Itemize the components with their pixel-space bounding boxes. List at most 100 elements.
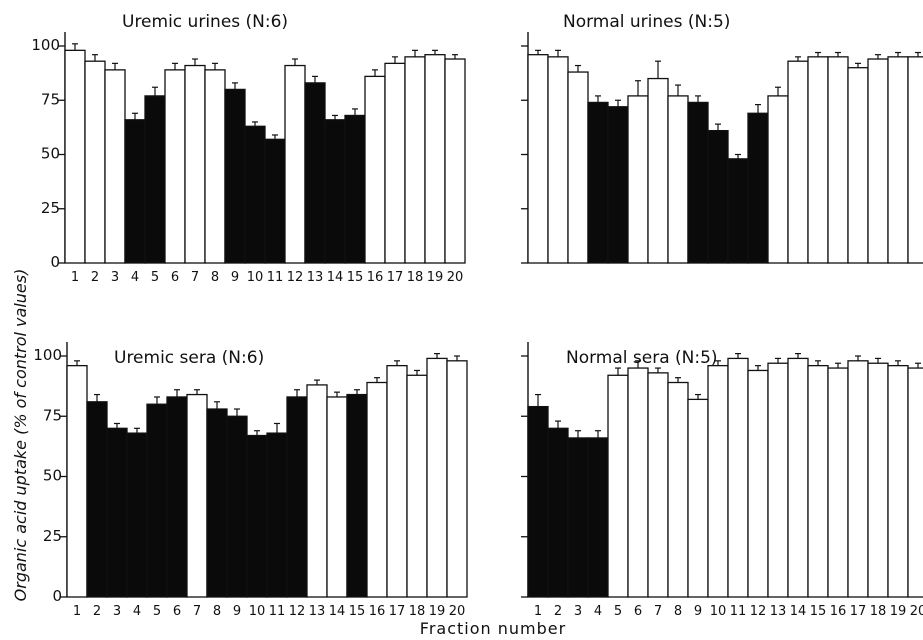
x-tick-label: 7 <box>654 604 662 619</box>
x-tick-label: 15 <box>347 270 364 285</box>
x-tick-label: 18 <box>409 604 426 619</box>
x-tick-label: 17 <box>387 270 404 285</box>
panel-title: Normal sera (N:5) <box>566 348 718 368</box>
bar-1 <box>66 364 88 598</box>
y-tick-label: 75 <box>43 406 62 424</box>
bar-6 <box>627 95 649 264</box>
x-tick-label: 19 <box>427 270 444 285</box>
x-tick-label: 5 <box>151 270 159 285</box>
bar-4 <box>587 101 609 264</box>
bar-9 <box>687 101 709 264</box>
x-tick-label: 8 <box>674 604 682 619</box>
y-tick-label: 75 <box>41 90 60 108</box>
bar-8 <box>204 69 226 264</box>
x-tick-label: 19 <box>890 604 907 619</box>
bar-4 <box>124 119 146 264</box>
x-tick-label: 14 <box>790 604 807 619</box>
x-tick-label: 16 <box>830 604 847 619</box>
x-tick-label: 11 <box>269 604 286 619</box>
x-tick-label: 6 <box>634 604 642 619</box>
x-tick-label: 16 <box>369 604 386 619</box>
bar-5 <box>144 95 166 264</box>
bar-12 <box>747 369 769 598</box>
panel-4: Normal sera (N:5)1 2 3 4 5 6 7 8 9 10 11 12 13 14 15 16… <box>521 342 923 619</box>
bar-10 <box>707 129 729 264</box>
x-tick-label: 17 <box>389 604 406 619</box>
bar-15 <box>807 56 829 264</box>
y-tick-label: 25 <box>41 199 60 217</box>
x-tick-label: 11 <box>267 270 284 285</box>
bar-16 <box>364 75 386 264</box>
bar-11 <box>266 432 288 598</box>
bar-12 <box>284 64 306 264</box>
x-tick-label: 13 <box>770 604 787 619</box>
bar-19 <box>887 56 909 264</box>
bar-5 <box>146 403 168 598</box>
x-tick-label: 17 <box>850 604 867 619</box>
bar-12 <box>747 112 769 264</box>
x-tick-label: 4 <box>131 270 139 285</box>
x-tick-label: 7 <box>193 604 201 619</box>
bar-8 <box>667 95 689 264</box>
x-tick-label: 18 <box>407 270 424 285</box>
bar-6 <box>166 396 188 598</box>
bar-2 <box>84 60 106 264</box>
bar-3 <box>106 427 128 598</box>
x-tick-label: 12 <box>287 270 304 285</box>
x-tick-label: 2 <box>93 604 101 619</box>
bar-18 <box>404 56 426 264</box>
bar-20 <box>446 360 468 598</box>
bar-16 <box>827 56 849 264</box>
bar-11 <box>264 138 286 264</box>
bar-3 <box>567 437 589 598</box>
bar-13 <box>306 384 328 598</box>
x-tick-label: 9 <box>694 604 702 619</box>
y-tick-label: 50 <box>41 145 60 163</box>
bar-7 <box>647 372 669 598</box>
x-tick-label: 9 <box>231 270 239 285</box>
x-tick-label: 1 <box>534 604 542 619</box>
x-tick-label: 14 <box>327 270 344 285</box>
x-tick-label: 3 <box>113 604 121 619</box>
bar-15 <box>344 114 366 264</box>
x-tick-label: 5 <box>153 604 161 619</box>
y-tick-label: 25 <box>43 527 62 545</box>
bar-20 <box>907 367 923 598</box>
x-tick-label: 6 <box>173 604 181 619</box>
x-tick-label: 1 <box>71 270 79 285</box>
bar-8 <box>206 408 228 598</box>
x-tick-label: 20 <box>449 604 466 619</box>
x-tick-label: 15 <box>810 604 827 619</box>
x-tick-label: 15 <box>349 604 366 619</box>
panel-title: Uremic urines (N:6) <box>122 12 288 32</box>
bar-13 <box>767 362 789 598</box>
bar-10 <box>244 125 266 264</box>
bar-7 <box>647 77 669 264</box>
bar-7 <box>184 64 206 264</box>
bar-3 <box>567 71 589 264</box>
y-tick-label: 0 <box>50 253 60 271</box>
bar-6 <box>627 367 649 598</box>
x-tick-label: 1 <box>73 604 81 619</box>
bar-14 <box>787 357 809 598</box>
x-tick-label: 4 <box>594 604 602 619</box>
bar-4 <box>587 437 609 598</box>
bar-15 <box>807 364 829 598</box>
bar-7 <box>186 393 208 598</box>
x-tick-label: 8 <box>211 270 219 285</box>
x-tick-label: 13 <box>309 604 326 619</box>
bar-2 <box>86 401 108 598</box>
bar-19 <box>424 54 446 264</box>
bar-12 <box>286 396 308 598</box>
bar-18 <box>867 58 889 264</box>
y-tick-label: 100 <box>33 346 62 364</box>
bar-9 <box>224 88 246 264</box>
bar-1 <box>64 49 86 264</box>
y-tick-label: 50 <box>43 467 62 485</box>
bar-16 <box>366 381 388 598</box>
bar-11 <box>727 158 749 264</box>
bar-5 <box>607 106 629 264</box>
x-tick-label: 6 <box>171 270 179 285</box>
